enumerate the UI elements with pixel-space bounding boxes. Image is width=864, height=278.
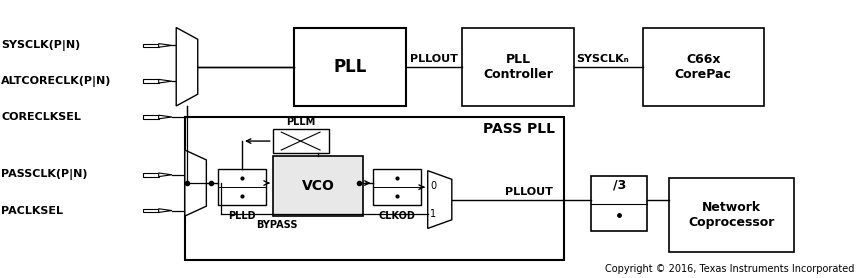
Polygon shape xyxy=(159,80,172,83)
Bar xyxy=(143,209,159,212)
Text: PLL
Controller: PLL Controller xyxy=(483,53,553,81)
FancyBboxPatch shape xyxy=(185,117,564,260)
Text: SYSCLK(P|N): SYSCLK(P|N) xyxy=(2,40,80,51)
FancyBboxPatch shape xyxy=(273,129,328,153)
Text: PLL: PLL xyxy=(334,58,367,76)
Bar xyxy=(143,44,159,47)
Text: Network
Coprocessor: Network Coprocessor xyxy=(688,201,774,229)
FancyBboxPatch shape xyxy=(591,176,647,231)
Polygon shape xyxy=(428,171,452,229)
Text: SYSCLKₙ: SYSCLKₙ xyxy=(576,54,630,64)
FancyBboxPatch shape xyxy=(295,28,406,106)
Text: PLLOUT: PLLOUT xyxy=(505,187,553,197)
FancyBboxPatch shape xyxy=(643,28,764,106)
Bar xyxy=(143,80,159,83)
Text: Copyright © 2016, Texas Instruments Incorporated: Copyright © 2016, Texas Instruments Inco… xyxy=(605,264,854,274)
Polygon shape xyxy=(159,173,172,177)
Text: PLLOUT: PLLOUT xyxy=(410,54,458,64)
Text: PACLKSEL: PACLKSEL xyxy=(2,205,63,215)
Text: PLLD: PLLD xyxy=(228,210,256,220)
Polygon shape xyxy=(159,209,172,212)
Text: BYPASS: BYPASS xyxy=(257,220,298,230)
Text: PASS PLL: PASS PLL xyxy=(483,123,556,136)
Text: ALTCORECLK(P|N): ALTCORECLK(P|N) xyxy=(2,76,111,87)
Text: VCO: VCO xyxy=(302,179,334,193)
Text: 1: 1 xyxy=(430,209,436,219)
Bar xyxy=(143,115,159,119)
Polygon shape xyxy=(159,115,172,119)
Bar xyxy=(143,173,159,177)
FancyBboxPatch shape xyxy=(373,169,421,205)
FancyBboxPatch shape xyxy=(669,178,794,252)
Text: CORECLKSEL: CORECLKSEL xyxy=(2,112,81,122)
Polygon shape xyxy=(185,150,206,216)
Polygon shape xyxy=(159,44,172,47)
Text: 0: 0 xyxy=(430,181,436,191)
FancyBboxPatch shape xyxy=(462,28,574,106)
Text: C66x
CorePac: C66x CorePac xyxy=(675,53,732,81)
Text: CLKOD: CLKOD xyxy=(378,210,416,220)
Text: PASSCLK(P|N): PASSCLK(P|N) xyxy=(2,169,88,180)
FancyBboxPatch shape xyxy=(273,155,363,216)
Polygon shape xyxy=(176,28,198,106)
Text: /3: /3 xyxy=(613,179,626,192)
Text: PLLM: PLLM xyxy=(286,116,315,126)
FancyBboxPatch shape xyxy=(219,169,266,205)
